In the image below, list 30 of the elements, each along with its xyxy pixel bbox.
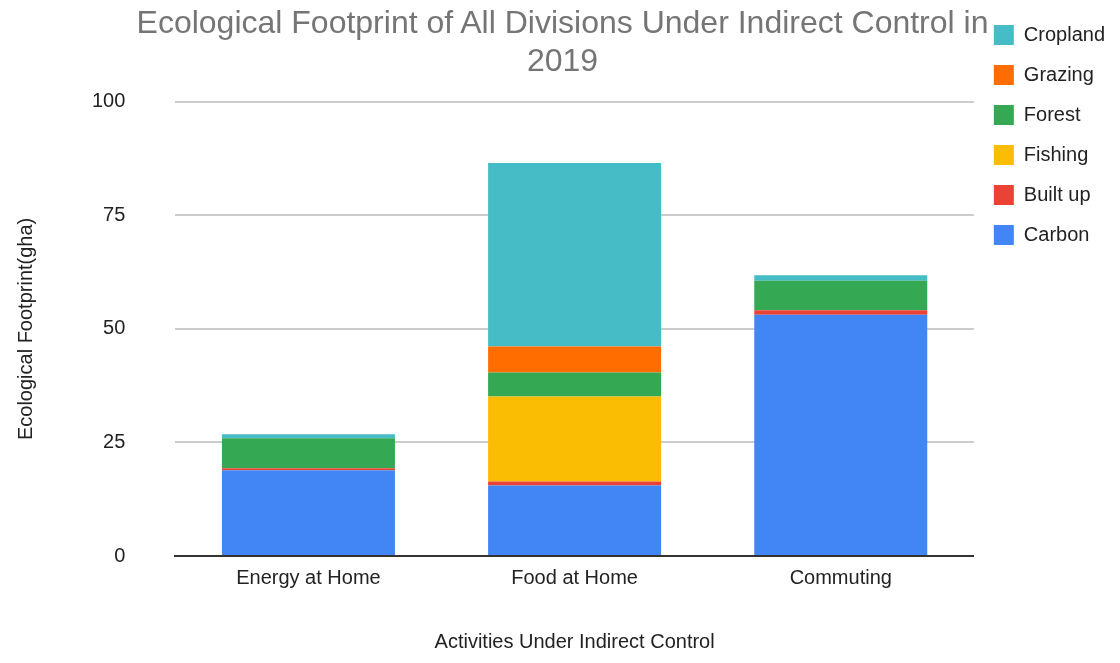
- bar: [221, 470, 395, 555]
- bar: [488, 396, 662, 482]
- bar: [221, 438, 395, 469]
- legend-label: Grazing: [1023, 62, 1094, 85]
- legend-label: Built up: [1023, 182, 1091, 205]
- x-tick-label: Commuting: [789, 565, 892, 588]
- bar: [754, 310, 928, 315]
- bar: [488, 372, 662, 397]
- y-tick-label: 0: [114, 543, 126, 566]
- bar: [754, 275, 928, 281]
- legend-label: Carbon: [1023, 222, 1090, 245]
- legend-label: Forest: [1023, 102, 1081, 125]
- bar: [488, 481, 662, 486]
- chart-title: Ecological Footprint of All Divisions Under Indirect Control in 2019: [136, 4, 989, 79]
- y-tick-label: 75: [103, 202, 126, 225]
- y-axis-title: Ecological Footprint(gha): [13, 217, 36, 441]
- bar: [488, 485, 662, 555]
- x-axis-title: Activities Under Indirect Control: [434, 629, 715, 652]
- bar: [488, 163, 662, 347]
- x-tick-label: Food at Home: [511, 565, 638, 588]
- y-tick-label: 25: [103, 429, 126, 452]
- bar: [754, 314, 928, 555]
- bar: [488, 346, 662, 373]
- y-tick-label: 50: [103, 316, 126, 339]
- x-tick-label: Energy at Home: [236, 565, 381, 588]
- bar: [221, 434, 395, 439]
- legend-label: Fishing: [1023, 142, 1089, 165]
- y-tick-label: 100: [91, 89, 126, 112]
- legend-label: Cropland: [1023, 22, 1106, 45]
- bar: [754, 280, 928, 311]
